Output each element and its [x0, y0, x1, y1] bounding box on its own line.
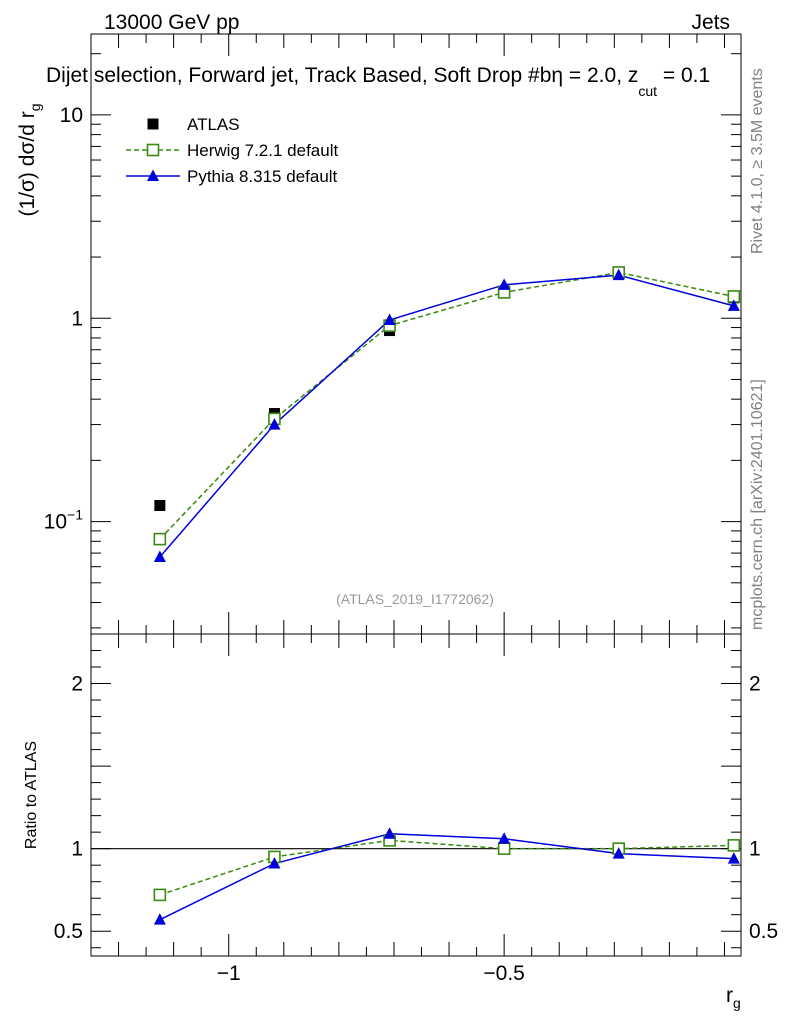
ratio-axis-ticks: 0.5 0.5 1 1 2 2 [54, 650, 778, 949]
xtick-label: −1 [217, 962, 241, 985]
legend-pythia-marker [147, 169, 159, 181]
xlabel-sub: g [733, 995, 741, 1011]
ratio-ytick-label-right: 1 [749, 838, 761, 861]
main-ytick-label: 10−1 [44, 507, 84, 534]
xlabel: rg [726, 984, 741, 1011]
legend-label: Herwig 7.2.1 default [187, 141, 338, 160]
ratio-series [153, 827, 741, 925]
herwig-point [153, 532, 167, 546]
watermark: (ATLAS_2019_I1772062) [336, 591, 494, 607]
ratio-ytick-label-right: 2 [749, 673, 761, 696]
ylabel-ratio: Ratio to ATLAS [23, 741, 40, 849]
ylabel-main-sub: g [27, 103, 43, 111]
header-left: 13000 GeV pp [104, 11, 239, 34]
plot-title-main: Dijet selection, Forward jet, Track Base… [46, 64, 551, 87]
pythia-line [159, 274, 735, 558]
herwig-ratio-point [727, 839, 741, 852]
legend-label: ATLAS [187, 115, 240, 134]
pythia-point [153, 550, 166, 562]
ratio-plot-frame [90, 633, 742, 957]
side-text-bottom: mcplots.cern.ch [arXiv:2401.10621] [749, 379, 766, 630]
main-ytick-label: 10 [60, 104, 83, 127]
herwig-line [159, 271, 734, 540]
herwig-ratio-line [159, 839, 734, 896]
pythia-ratio-point [383, 827, 396, 839]
pythia-point [383, 313, 396, 326]
pythia-ratio-point [268, 857, 281, 869]
plot-title-value: = 0.1 [657, 64, 710, 87]
xtick-label: −0.5 [483, 962, 524, 985]
plot-title-sub: cut [638, 83, 657, 99]
pythia-ratio-point [727, 852, 740, 864]
pythia-point [498, 278, 511, 290]
pythia-ratio-line [159, 833, 734, 921]
ratio-ytick-label: 1 [71, 838, 83, 861]
ylabel-main: (1/σ) dσ/d rg [16, 103, 43, 216]
plot-title-suffix: η = 2.0, z [551, 64, 638, 87]
main-ytick-label: 1 [71, 307, 83, 330]
legend-label: Pythia 8.315 default [187, 167, 338, 186]
herwig-ratio-point [153, 888, 167, 902]
header-right: Jets [691, 11, 730, 34]
ylabel-main-text: (1/σ) dσ/d r [16, 111, 39, 216]
xlabel-text: r [726, 984, 733, 1007]
pythia-ratio-point [612, 847, 625, 859]
legend-herwig-marker [146, 143, 160, 157]
pythia-ratio-point [498, 832, 511, 844]
pythia-point [727, 299, 740, 311]
ratio-ytick-label-right: 0.5 [749, 920, 778, 943]
legend: ATLAS Herwig 7.2.1 default Pythia 8.315 de… [126, 115, 338, 186]
main-series [153, 266, 741, 562]
main-axis-ticks: 10 1 10−1 [44, 53, 741, 629]
pythia-point [268, 418, 281, 430]
side-text-top: Rivet 4.1.0, ≥ 3.5M events [749, 68, 766, 254]
pythia-point [612, 268, 625, 281]
plot-title: Dijet selection, Forward jet, Track Base… [46, 64, 710, 99]
ratio-ytick-label: 0.5 [54, 920, 83, 943]
legend-atlas-marker [147, 118, 159, 130]
x-axis-ticks: −1 −0.5 [118, 34, 725, 985]
pythia-ratio-point [153, 913, 166, 925]
ratio-ytick-label: 2 [71, 673, 83, 696]
atlas-point [154, 499, 166, 511]
herwig-ratio-point [497, 842, 511, 855]
